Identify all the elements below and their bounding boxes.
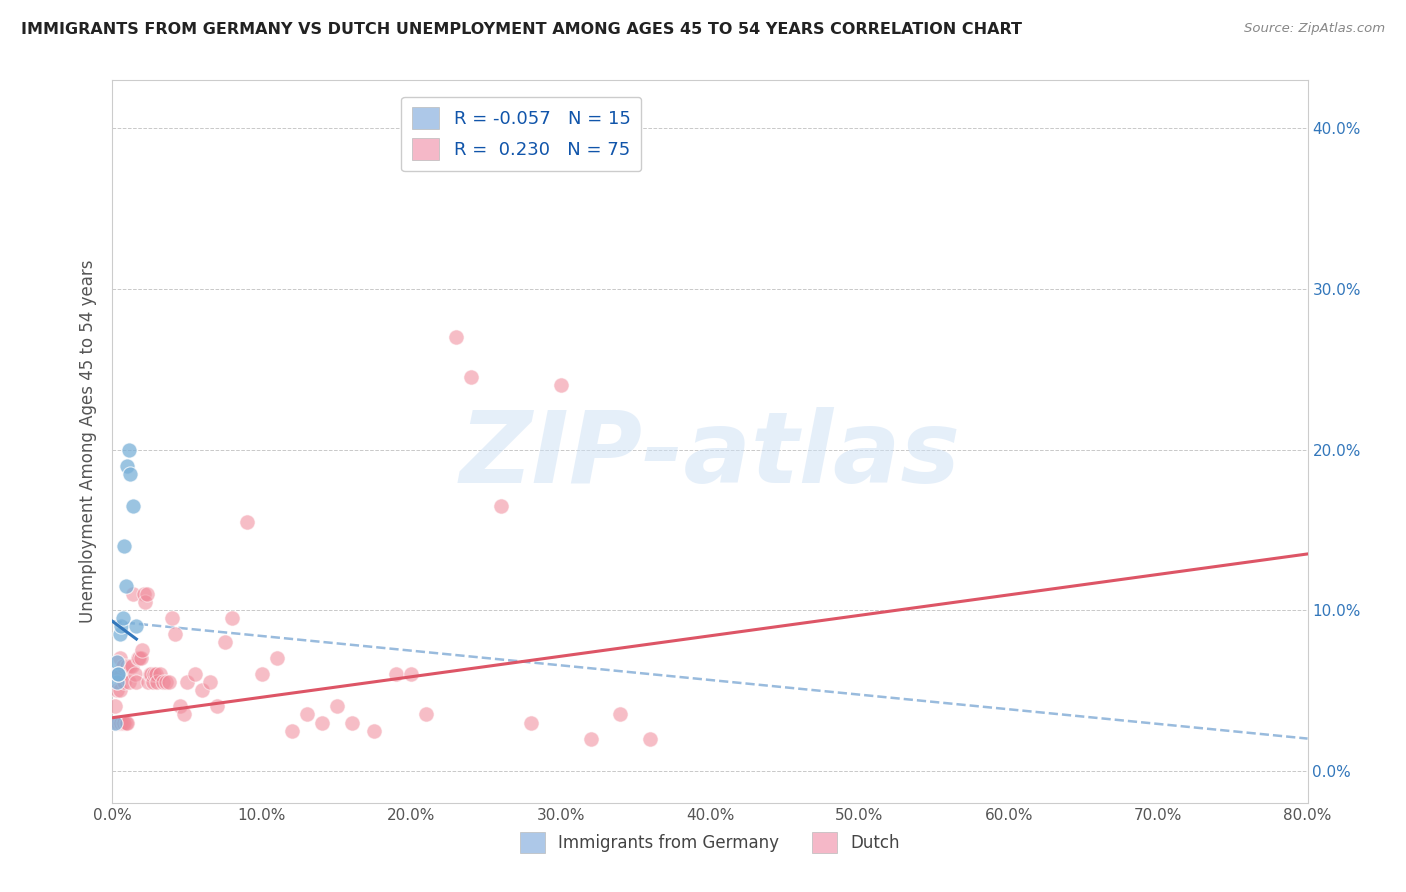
Point (385, 667, 408, 681)
Point (110, 619, 132, 633)
Point (550, 378, 572, 392)
Text: IMMIGRANTS FROM GERMANY VS DUTCH UNEMPLOYMENT AMONG AGES 45 TO 54 YEARS CORRELAT: IMMIGRANTS FROM GERMANY VS DUTCH UNEMPLO… (21, 22, 1022, 37)
Point (250, 667, 273, 681)
Point (122, 587, 145, 601)
Point (132, 587, 155, 601)
Point (121, 659, 143, 673)
Point (114, 539, 135, 553)
Point (111, 611, 134, 625)
Point (489, 499, 512, 513)
Point (110, 667, 132, 681)
Point (173, 707, 195, 722)
Point (105, 675, 128, 690)
Point (520, 715, 543, 730)
Point (118, 675, 141, 690)
Point (110, 715, 132, 730)
Point (609, 707, 631, 722)
Point (415, 707, 437, 722)
Point (104, 715, 127, 730)
Point (460, 370, 482, 384)
Point (135, 587, 157, 601)
Point (142, 675, 165, 690)
Point (120, 659, 142, 673)
Y-axis label: Unemployment Among Ages 45 to 54 years: Unemployment Among Ages 45 to 54 years (79, 260, 97, 624)
Point (125, 675, 148, 690)
Point (124, 667, 146, 681)
Point (401, 667, 423, 681)
Point (214, 635, 236, 649)
Point (157, 675, 180, 690)
Point (138, 675, 160, 690)
Point (145, 667, 167, 681)
Point (134, 595, 156, 609)
Point (127, 651, 149, 665)
Point (191, 683, 214, 698)
Point (295, 707, 318, 722)
Point (236, 515, 259, 529)
Point (266, 651, 288, 665)
Point (108, 651, 131, 665)
Point (139, 667, 162, 681)
Point (152, 675, 174, 690)
Point (143, 667, 166, 681)
Point (114, 715, 135, 730)
Point (176, 675, 198, 690)
Point (183, 667, 205, 681)
Point (444, 330, 467, 344)
Point (281, 723, 304, 738)
Point (311, 715, 333, 730)
Point (104, 667, 127, 681)
Point (115, 579, 138, 593)
Point (125, 619, 148, 633)
Legend: Immigrants from Germany, Dutch: Immigrants from Germany, Dutch (513, 826, 907, 860)
Point (104, 715, 127, 730)
Point (169, 699, 191, 714)
Point (108, 715, 131, 730)
Point (198, 675, 221, 690)
Point (107, 667, 129, 681)
Point (129, 651, 152, 665)
Point (108, 627, 131, 641)
Point (107, 667, 129, 681)
Point (162, 611, 183, 625)
Point (149, 667, 172, 681)
Point (221, 611, 243, 625)
Text: ZIP­atlas: ZIP­atlas (460, 408, 960, 505)
Point (105, 655, 128, 669)
Point (111, 715, 134, 730)
Point (363, 723, 385, 738)
Point (205, 699, 228, 714)
Point (107, 667, 129, 681)
Point (105, 667, 128, 681)
Point (131, 643, 153, 657)
Point (340, 715, 363, 730)
Point (117, 659, 139, 673)
Point (146, 675, 169, 690)
Point (117, 715, 139, 730)
Point (117, 458, 139, 473)
Point (111, 659, 134, 673)
Point (115, 715, 138, 730)
Point (108, 683, 131, 698)
Point (105, 715, 128, 730)
Point (325, 699, 347, 714)
Point (155, 675, 177, 690)
Point (114, 675, 135, 690)
Point (640, 731, 662, 746)
Point (141, 667, 163, 681)
Point (122, 499, 145, 513)
Point (104, 699, 127, 714)
Point (105, 683, 128, 698)
Point (120, 467, 142, 481)
Point (165, 627, 187, 641)
Text: Source: ZipAtlas.com: Source: ZipAtlas.com (1244, 22, 1385, 36)
Point (579, 731, 602, 746)
Point (118, 442, 141, 457)
Point (128, 651, 150, 665)
Point (107, 715, 129, 730)
